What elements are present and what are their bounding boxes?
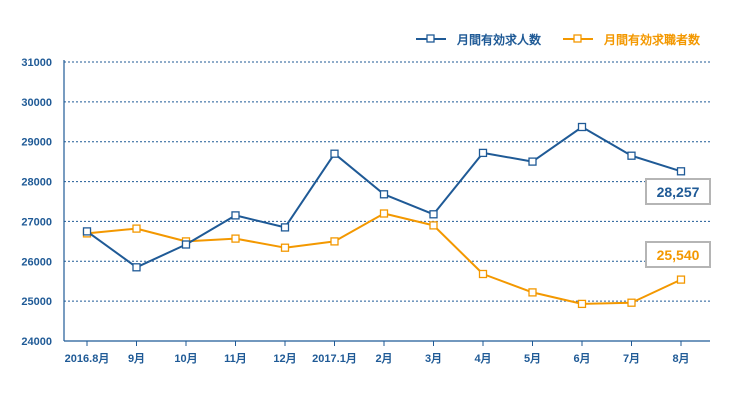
x-tick-label: 2月 [375,352,392,365]
series-1 [82,122,686,272]
data-point [132,224,141,233]
data-point [676,167,686,176]
x-tick-label: 12月 [273,352,296,365]
data-point [82,227,92,236]
data-point [181,240,191,249]
legend-item-series-2: 月間有効求職者数 [563,32,701,47]
data-point [528,157,537,166]
end-value-callout-1: 28,257 [645,178,711,205]
y-tick-label: 28000 [21,177,52,189]
data-point [676,275,686,284]
legend-item-series-1: 月間有効求人数 [416,32,542,47]
end-value-callouts: 28,257 25,540 [645,178,711,268]
y-tick-label: 30000 [21,97,52,109]
data-point [132,263,141,272]
data-point [379,190,389,199]
y-axis-tick-labels: 24000 25000 26000 27000 28000 29000 30000 31000 [21,57,52,348]
y-tick-label: 24000 [21,336,52,348]
x-tick-label: 3月 [425,352,442,365]
x-axis-tick-labels: 2016.8月 9月 10月 11月 12月 2017.1月 2月 3月 4月 5月 6月 7月 8月 [65,352,690,365]
axes [63,60,710,346]
gridlines [64,61,710,302]
data-point [627,298,636,307]
legend-label-series-1: 月間有効求人数 [456,32,542,47]
legend-marker-series-2 [573,34,582,43]
data-point [231,211,240,220]
x-tick-label: 5月 [524,352,541,365]
x-tick-label: 10月 [174,352,197,365]
data-point [379,209,389,218]
data-point [330,149,339,158]
y-tick-label: 29000 [21,137,52,149]
data-point [429,210,438,219]
data-point [330,237,339,246]
data-point [577,299,587,309]
x-tick-label: 7月 [623,352,640,365]
y-tick-label: 27000 [21,216,52,228]
y-tick-label: 26000 [21,256,52,268]
callout-value: 25,540 [657,247,700,263]
x-tick-label: 8月 [672,352,689,365]
data-point [528,288,537,297]
x-tick-label: 2016.8月 [65,352,110,365]
x-tick-label: 4月 [474,352,491,365]
data-point [280,223,290,232]
x-tick-label: 9月 [128,352,145,365]
series-2 [82,209,686,309]
data-point [429,221,438,230]
data-point [478,269,488,279]
callout-box [645,178,711,205]
data-point [627,151,636,160]
end-value-callout-2: 25,540 [645,241,711,268]
legend: 月間有効求人数 月間有効求職者数 [416,32,701,47]
callout-value: 28,257 [657,184,700,200]
data-point [231,234,240,243]
x-tick-label: 11月 [224,352,247,365]
x-tick-label: 6月 [573,352,590,365]
series-layer [82,122,686,309]
data-point [280,243,290,252]
series-line-2 [86,212,682,305]
data-point [577,122,587,132]
y-tick-label: 25000 [21,296,52,308]
data-point [478,148,488,158]
y-tick-label: 31000 [21,57,52,69]
callout-box [645,241,711,268]
legend-marker-series-1 [426,34,435,43]
legend-label-series-2: 月間有効求職者数 [603,32,701,47]
x-tick-label: 2017.1月 [312,352,357,365]
